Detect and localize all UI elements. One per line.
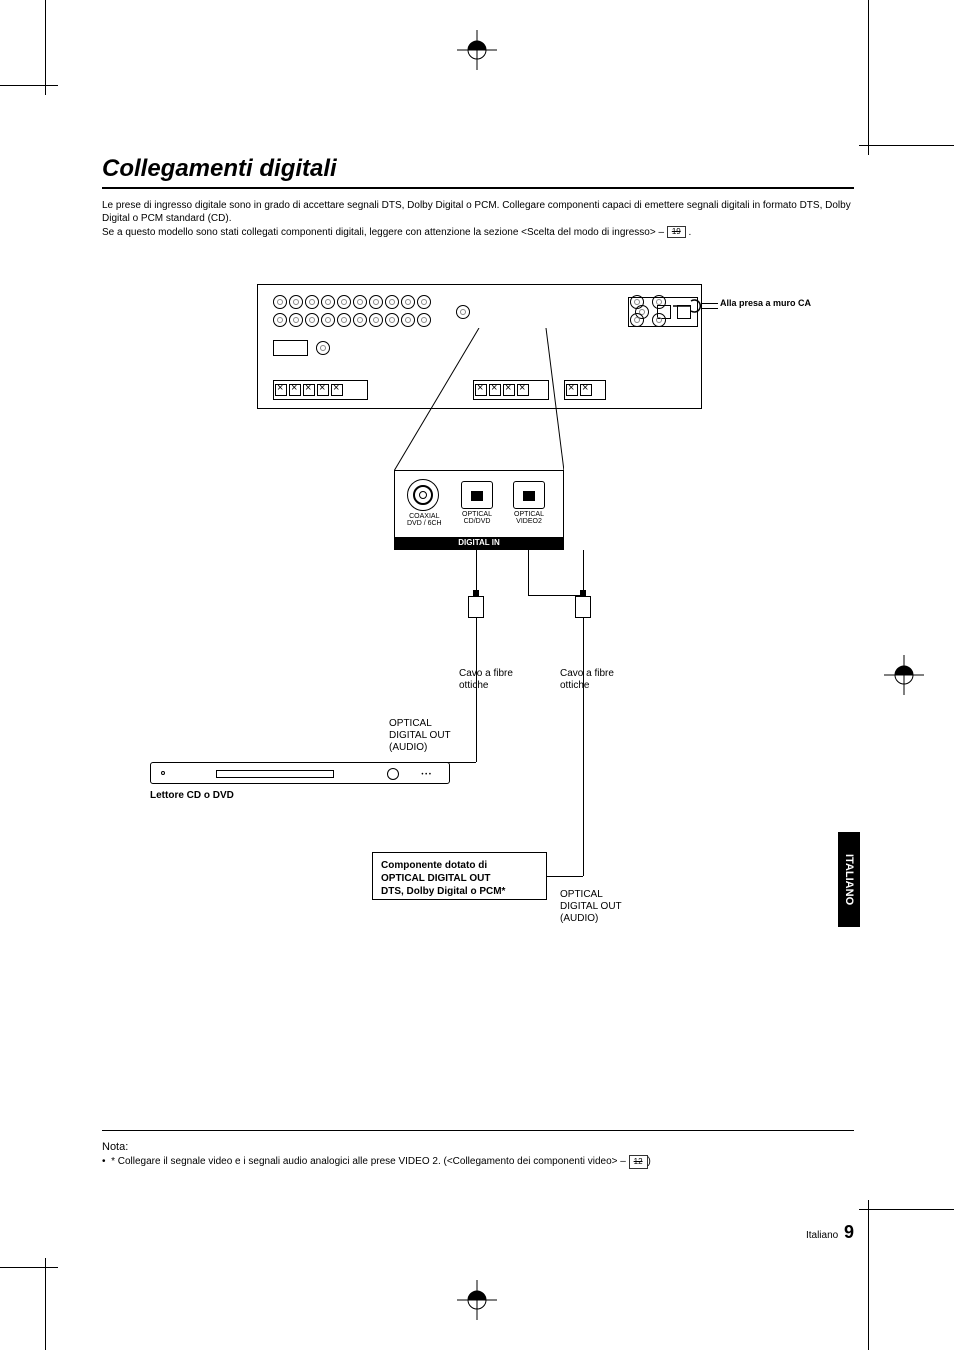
footer-rule	[102, 1130, 854, 1131]
crop-mark	[859, 145, 954, 146]
crop-mark	[868, 1200, 869, 1350]
coaxial-jack-icon	[407, 479, 439, 511]
intro-line2b: .	[689, 227, 692, 238]
opt2-label-1: OPTICAL	[514, 511, 544, 518]
comp-line-3: DTS, Dolby Digital o PCM*	[381, 886, 505, 897]
opt2-label-2: VIDEO2	[516, 518, 542, 525]
optical-jack-icon	[513, 481, 545, 509]
optical-out-label-left: OPTICAL DIGITAL OUT (AUDIO)	[389, 718, 451, 754]
crop-mark	[45, 0, 46, 95]
crop-mark	[45, 1258, 46, 1350]
comp-line-1: Componente dotato di	[381, 860, 487, 871]
zoom-callout-lines	[394, 328, 564, 473]
cable-label-right: Cavo a fibre ottiche	[560, 668, 640, 692]
note-block: Nota: • * Collegare il segnale video e i…	[102, 1140, 854, 1170]
cable-line	[583, 852, 584, 876]
title-rule	[102, 187, 854, 189]
note-text-b: )	[648, 1157, 651, 1168]
connection-diagram: Alla presa a muro CA	[102, 284, 854, 934]
page-ref-icon: 19	[667, 226, 686, 239]
intro-line1: Le prese di ingresso digitale sono in gr…	[102, 200, 851, 225]
registration-mark-icon	[884, 655, 924, 695]
ac-cord-icon	[673, 297, 703, 317]
optical-jack-icon	[461, 481, 493, 509]
dvd-player-icon: • • •	[150, 762, 450, 784]
crop-mark	[0, 85, 58, 86]
crop-mark	[868, 0, 869, 155]
footer-lang: Italiano	[806, 1230, 838, 1241]
opt1-label-1: OPTICAL	[462, 511, 492, 518]
ref-arrow-2: –	[620, 1157, 626, 1168]
registration-mark-icon	[457, 30, 497, 70]
optical-plug-icon	[575, 596, 591, 618]
intro-text: Le prese di ingresso digitale sono in gr…	[102, 199, 854, 240]
note-bullet: •	[102, 1157, 106, 1168]
dvd-player-caption: Lettore CD o DVD	[150, 790, 234, 801]
digital-in-zoom: COAXIALDVD / 6CH OPTICALCD/DVD OPTICALVI…	[394, 470, 564, 550]
cable-label-left: Cavo a fibre ottiche	[459, 668, 539, 692]
component-box: Componente dotato di OPTICAL DIGITAL OUT…	[372, 852, 547, 900]
cable-line	[583, 618, 584, 852]
coax-label-2: DVD / 6CH	[407, 520, 442, 527]
opt1-label-2: CD/DVD	[464, 518, 491, 525]
crop-mark	[0, 1267, 58, 1268]
footer-page-number: 9	[844, 1222, 854, 1242]
coax-label-1: COAXIAL	[409, 513, 439, 520]
note-text-a: * Collegare il segnale video e i segnali…	[111, 1157, 620, 1168]
crop-mark	[859, 1209, 954, 1210]
comp-line-2: OPTICAL DIGITAL OUT	[381, 873, 490, 884]
cable-line	[476, 550, 477, 595]
optical-plug-icon	[468, 596, 484, 618]
intro-line2a: Se a questo modello sono stati collegati…	[102, 227, 658, 238]
language-tab: ITALIANO	[838, 832, 860, 927]
cable-line	[528, 550, 529, 595]
ref-arrow: –	[658, 227, 664, 238]
registration-mark-icon	[457, 1280, 497, 1320]
ac-outlet-label: Alla presa a muro CA	[720, 298, 811, 308]
note-heading: Nota:	[102, 1141, 128, 1153]
page-ref-icon: 12	[629, 1155, 648, 1168]
optical-out-label-right: OPTICAL DIGITAL OUT (AUDIO)	[560, 889, 622, 925]
page-title: Collegamenti digitali	[102, 155, 854, 183]
cable-line	[547, 876, 583, 877]
page-footer: Italiano 9	[102, 1222, 854, 1243]
digital-in-label: DIGITAL IN	[395, 537, 563, 549]
